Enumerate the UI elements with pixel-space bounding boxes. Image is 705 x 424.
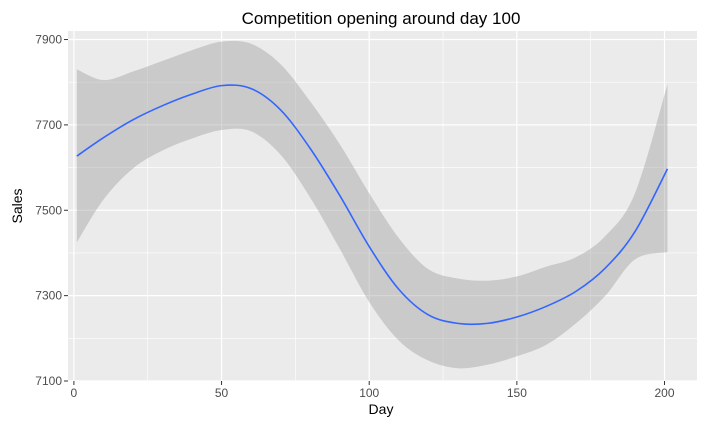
- plot-panel: [68, 31, 697, 381]
- y-tick-label: 7500: [35, 203, 62, 217]
- x-axis-ticks: 0 50 100 150 200: [71, 381, 675, 400]
- y-axis-title: Sales: [9, 188, 25, 223]
- y-tick-label: 7300: [35, 289, 62, 303]
- minor-gridlines: [68, 31, 697, 381]
- x-tick-label: 150: [507, 386, 527, 400]
- confidence-band: [76, 40, 668, 369]
- chart-title: Competition opening around day 100: [242, 9, 521, 28]
- major-gridlines: [68, 31, 697, 382]
- y-tick-label: 7700: [35, 118, 62, 132]
- y-axis-ticks: 7100 7300 7500 7700 7900: [35, 33, 68, 388]
- trend-line: [76, 84, 669, 326]
- x-tick-label: 50: [215, 386, 229, 400]
- y-tick-label: 7100: [35, 374, 62, 388]
- x-tick-label: 0: [71, 386, 78, 400]
- x-tick-label: 100: [359, 386, 379, 400]
- x-axis-title: Day: [369, 401, 394, 417]
- y-tick-label: 7900: [35, 33, 62, 47]
- x-tick-label: 200: [655, 386, 675, 400]
